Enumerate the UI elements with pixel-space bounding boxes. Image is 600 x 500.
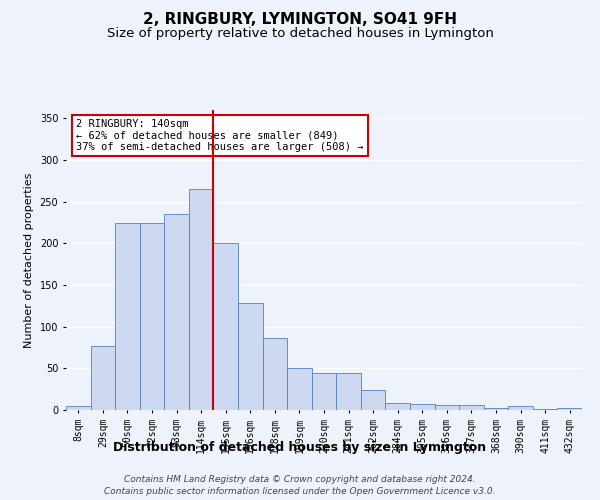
- Bar: [459, 405, 484, 410]
- Bar: [508, 406, 533, 410]
- Text: 2 RINGBURY: 140sqm
← 62% of detached houses are smaller (849)
37% of semi-detach: 2 RINGBURY: 140sqm ← 62% of detached hou…: [76, 119, 364, 152]
- Text: Contains public sector information licensed under the Open Government Licence v3: Contains public sector information licen…: [104, 486, 496, 496]
- Text: Size of property relative to detached houses in Lymington: Size of property relative to detached ho…: [107, 28, 493, 40]
- Bar: [214, 244, 238, 410]
- Bar: [484, 408, 508, 410]
- Bar: [434, 405, 459, 410]
- Bar: [238, 304, 263, 410]
- Text: 2, RINGBURY, LYMINGTON, SO41 9FH: 2, RINGBURY, LYMINGTON, SO41 9FH: [143, 12, 457, 28]
- Bar: [557, 408, 582, 410]
- Bar: [312, 372, 336, 410]
- Bar: [287, 368, 312, 410]
- Bar: [115, 222, 140, 410]
- Bar: [336, 374, 361, 410]
- Bar: [189, 189, 214, 410]
- Bar: [66, 406, 91, 410]
- Bar: [410, 404, 434, 410]
- Bar: [385, 402, 410, 410]
- Bar: [140, 222, 164, 410]
- Y-axis label: Number of detached properties: Number of detached properties: [24, 172, 34, 348]
- Text: Distribution of detached houses by size in Lymington: Distribution of detached houses by size …: [113, 441, 487, 454]
- Bar: [164, 214, 189, 410]
- Bar: [361, 390, 385, 410]
- Bar: [533, 409, 557, 410]
- Text: Contains HM Land Registry data © Crown copyright and database right 2024.: Contains HM Land Registry data © Crown c…: [124, 476, 476, 484]
- Bar: [91, 346, 115, 410]
- Bar: [263, 338, 287, 410]
